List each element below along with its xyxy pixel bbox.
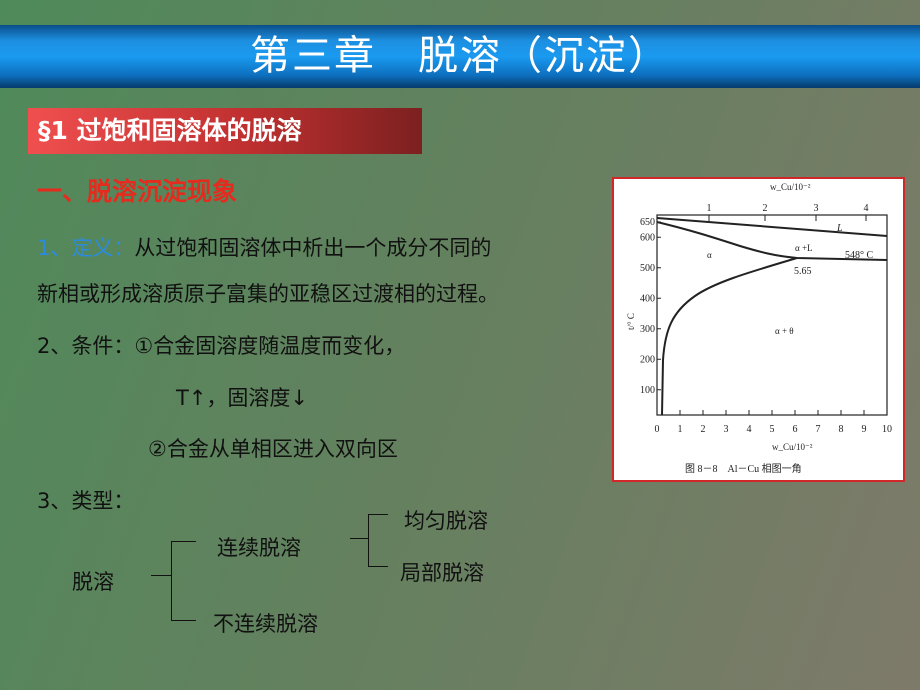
y-tick-label: 650 — [640, 217, 655, 228]
type-uniform: 均匀脱溶 — [404, 509, 488, 533]
x-tick-label: 2 — [701, 424, 706, 435]
tree-line — [368, 514, 369, 567]
liquidus-line — [656, 217, 888, 237]
tree-line — [368, 514, 388, 515]
x-tick-label: 7 — [816, 424, 821, 435]
definition-label: 1、定义： — [37, 236, 135, 260]
y-tick-label: 300 — [640, 324, 655, 335]
label-eutectic-comp: 5.65 — [794, 266, 812, 277]
tree-line — [171, 541, 172, 621]
definition-text: 从过饱和固溶体中析出一个成分不同的 — [134, 236, 492, 260]
x-tick-label: 8 — [839, 424, 844, 435]
tree-line — [368, 566, 388, 567]
y-tick-label: 600 — [640, 232, 655, 243]
conditions-line: 2、条件：①合金固溶度随温度而变化， — [37, 330, 405, 360]
tree-line — [171, 620, 196, 621]
condition-1-sub: T↑，固溶度↓ — [176, 386, 309, 410]
conditions-label: 2、条件： — [37, 334, 135, 358]
definition-line1: 1、定义：从过饱和固溶体中析出一个成分不同的 — [37, 232, 491, 262]
label-alpha-theta: α + θ — [775, 326, 794, 336]
type-continuous: 连续脱溶 — [217, 536, 301, 560]
top-tick-label: 3 — [814, 203, 819, 214]
x-tick-label: 9 — [862, 424, 867, 435]
phase-diagram-figure: w_Cu/10⁻² w_Cu/10⁻² t/° C α α +L 548° C … — [612, 177, 905, 482]
label-alpha-L: α +L — [795, 243, 813, 253]
x-tick-label: 1 — [678, 424, 683, 435]
al-cu-phase-diagram: w_Cu/10⁻² w_Cu/10⁻² t/° C α α +L 548° C … — [626, 182, 892, 475]
bottom-axis-label: w_Cu/10⁻² — [772, 442, 813, 452]
heading: 一、脱溶沉淀现象 — [37, 177, 238, 206]
top-axis-label: w_Cu/10⁻² — [770, 182, 811, 192]
top-tick-label: 2 — [763, 203, 768, 214]
x-tick-label: 6 — [793, 424, 798, 435]
slide-title: 第三章 脱溶（沉淀） — [250, 33, 670, 79]
x-tick-label: 3 — [724, 424, 729, 435]
plot-frame — [656, 214, 888, 416]
condition-1: ①合金固溶度随温度而变化， — [134, 334, 406, 358]
type-discontinuous: 不连续脱溶 — [213, 612, 318, 636]
types-label: 3、类型： — [37, 489, 135, 513]
title-bar — [0, 25, 920, 88]
y-tick-label: 100 — [640, 385, 655, 396]
label-alpha: α — [707, 250, 712, 260]
x-tick-label: 0 — [655, 424, 660, 435]
y-tick-label: 400 — [640, 293, 655, 304]
section-header: §1 过饱和固溶体的脱溶 — [28, 108, 422, 154]
label-eutectic-temp: 548° C — [845, 250, 873, 261]
x-tick-label: 5 — [770, 424, 775, 435]
type-root: 脱溶 — [72, 570, 114, 594]
condition-2: ②合金从单相区进入双向区 — [148, 437, 398, 461]
tree-line — [151, 575, 171, 576]
x-tick-label: 10 — [882, 424, 892, 435]
y-tick-label: 500 — [640, 263, 655, 274]
solvus-line — [661, 257, 798, 416]
type-local: 局部脱溶 — [400, 561, 484, 585]
top-tick-label: 4 — [864, 203, 869, 214]
top-tick-label: 1 — [707, 203, 712, 214]
y-tick-label: 200 — [640, 354, 655, 365]
x-tick-label: 4 — [747, 424, 752, 435]
solidus-line — [656, 221, 888, 261]
tree-line — [171, 541, 196, 542]
label-liquid: L — [836, 223, 843, 234]
y-axis-label: t/° C — [626, 313, 636, 330]
figure-caption: 图 8－8 Al－Cu 相图一角 — [685, 462, 802, 475]
tree-line — [350, 538, 368, 539]
definition-line2: 新相或形成溶质原子富集的亚稳区过渡相的过程。 — [37, 282, 499, 306]
